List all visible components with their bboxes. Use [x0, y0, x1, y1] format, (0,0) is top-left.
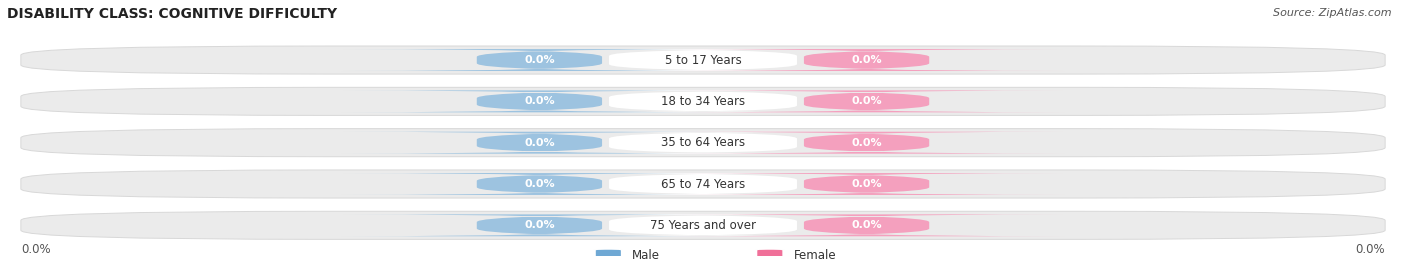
FancyBboxPatch shape — [567, 173, 839, 195]
FancyBboxPatch shape — [21, 87, 1385, 115]
FancyBboxPatch shape — [342, 132, 737, 154]
FancyBboxPatch shape — [342, 214, 737, 236]
FancyBboxPatch shape — [669, 173, 1064, 195]
Text: 0.0%: 0.0% — [851, 96, 882, 106]
Text: 0.0%: 0.0% — [524, 138, 555, 148]
Text: 0.0%: 0.0% — [524, 179, 555, 189]
FancyBboxPatch shape — [669, 49, 1064, 71]
Text: 0.0%: 0.0% — [851, 220, 882, 230]
FancyBboxPatch shape — [567, 214, 839, 236]
FancyBboxPatch shape — [669, 214, 1064, 236]
Text: 5 to 17 Years: 5 to 17 Years — [665, 54, 741, 66]
Text: Male: Male — [633, 249, 659, 262]
FancyBboxPatch shape — [669, 90, 1064, 112]
Text: Source: ZipAtlas.com: Source: ZipAtlas.com — [1274, 8, 1392, 18]
Text: 35 to 64 Years: 35 to 64 Years — [661, 136, 745, 149]
Text: 0.0%: 0.0% — [851, 55, 882, 65]
FancyBboxPatch shape — [669, 132, 1064, 154]
Text: 18 to 34 Years: 18 to 34 Years — [661, 95, 745, 108]
FancyBboxPatch shape — [567, 132, 839, 154]
FancyBboxPatch shape — [342, 90, 737, 112]
FancyBboxPatch shape — [567, 49, 839, 71]
FancyBboxPatch shape — [21, 46, 1385, 74]
FancyBboxPatch shape — [21, 211, 1385, 239]
Text: Female: Female — [793, 249, 837, 262]
Text: 0.0%: 0.0% — [524, 220, 555, 230]
FancyBboxPatch shape — [593, 249, 624, 261]
FancyBboxPatch shape — [755, 249, 785, 261]
Text: 75 Years and over: 75 Years and over — [650, 219, 756, 232]
FancyBboxPatch shape — [342, 49, 737, 71]
FancyBboxPatch shape — [21, 129, 1385, 157]
FancyBboxPatch shape — [21, 170, 1385, 198]
Text: 0.0%: 0.0% — [21, 243, 51, 256]
Text: 0.0%: 0.0% — [1355, 243, 1385, 256]
Text: 0.0%: 0.0% — [851, 179, 882, 189]
Text: 0.0%: 0.0% — [524, 96, 555, 106]
FancyBboxPatch shape — [342, 173, 737, 195]
Text: 0.0%: 0.0% — [851, 138, 882, 148]
FancyBboxPatch shape — [567, 90, 839, 112]
Text: DISABILITY CLASS: COGNITIVE DIFFICULTY: DISABILITY CLASS: COGNITIVE DIFFICULTY — [7, 7, 337, 21]
Text: 65 to 74 Years: 65 to 74 Years — [661, 178, 745, 190]
Text: 0.0%: 0.0% — [524, 55, 555, 65]
